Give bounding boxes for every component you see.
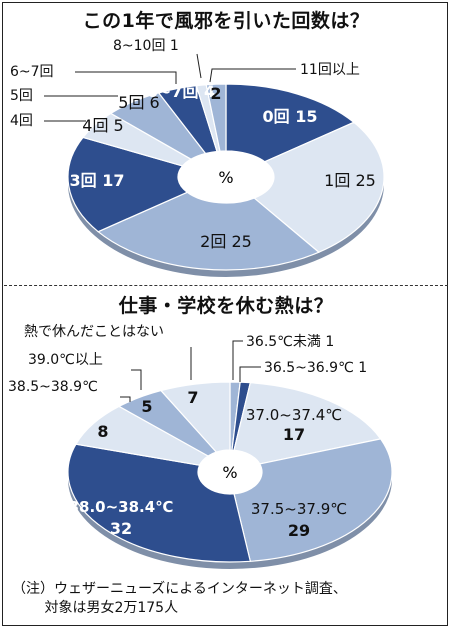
- callout-line-8: [196, 53, 202, 79]
- callout-label-6: 5回: [10, 88, 33, 104]
- callout-label-6: 38.5~38.9℃: [8, 379, 98, 395]
- slice-label-7: 6~7回 4: [147, 82, 215, 101]
- slice-label-6: 5回 6: [118, 93, 159, 112]
- slice-label-4: 37.5~37.9℃: [251, 500, 347, 518]
- center-percent-label: %: [222, 463, 237, 482]
- footnote-line-2: 対象は男女2万175人: [12, 600, 179, 616]
- slice-label-5: 4回 5: [82, 116, 123, 135]
- callout-label-9: 11回以上: [300, 62, 360, 78]
- slice-label-1: 0回 15: [263, 107, 318, 126]
- slice-label-4: 3回 17: [70, 171, 125, 190]
- center-percent-label: %: [218, 168, 233, 187]
- callout-line-2: [239, 366, 261, 382]
- chart-1-title: この1年で風邪を引いた回数は？: [82, 10, 370, 32]
- slice-value-7: 5: [141, 397, 152, 416]
- footnote: （注）ウェザーニューズによるインターネット調査、 対象は男女2万175人: [12, 580, 442, 618]
- slice-label-3: 37.0~37.4℃: [246, 406, 342, 424]
- chart-divider: [4, 285, 448, 286]
- callout-line-9: [209, 68, 296, 83]
- slice-label-5: 38.0~38.4℃: [69, 498, 174, 516]
- slice-label-2: 1回 25: [324, 171, 376, 190]
- callout-label-8: 熱で休んだことはない: [24, 324, 164, 340]
- callout-label-7: 6~7回: [10, 64, 54, 80]
- pie-chart-1: % 0回 15 1回 25 2回 25 3回 17 4回 5 5回 66~7回 42 8~10…: [10, 38, 385, 277]
- callout-line-1: [232, 340, 243, 380]
- callout-line-7: [75, 71, 177, 84]
- slice-label-3: 2回 25: [200, 232, 252, 251]
- slice-value-8: 7: [187, 388, 198, 407]
- callout-label-2: 36.5~36.9℃ 1: [264, 360, 367, 376]
- donut-hole: [198, 450, 262, 494]
- callout-line-6: [120, 396, 131, 402]
- callout-label-7: 39.0℃以上: [28, 352, 103, 368]
- chart-2-title: 仕事・学校を休む熱は？: [118, 295, 334, 317]
- callout-line-7: [131, 369, 142, 390]
- donut-hole: [178, 151, 274, 203]
- slice-value-5: 32: [110, 519, 132, 538]
- callout-label-1: 36.5℃未満 1: [246, 334, 334, 350]
- callout-label-5: 4回: [10, 113, 33, 129]
- slice-value-4: 29: [288, 521, 310, 540]
- footnote-line-1: （注）ウェザーニューズによるインターネット調査、: [12, 581, 347, 597]
- pie-chart-2: % 37.0~37.4℃17 37.5~37.9℃ 29 38.0~38.4℃ 32 8 5 7…: [8, 324, 393, 569]
- callout-label-8: 8~10回 1: [113, 38, 179, 54]
- slice-value-9: 2: [210, 84, 221, 103]
- slice-value-3: 17: [283, 425, 305, 444]
- figure-frame: [2, 2, 448, 626]
- slice-value-6: 8: [97, 422, 108, 441]
